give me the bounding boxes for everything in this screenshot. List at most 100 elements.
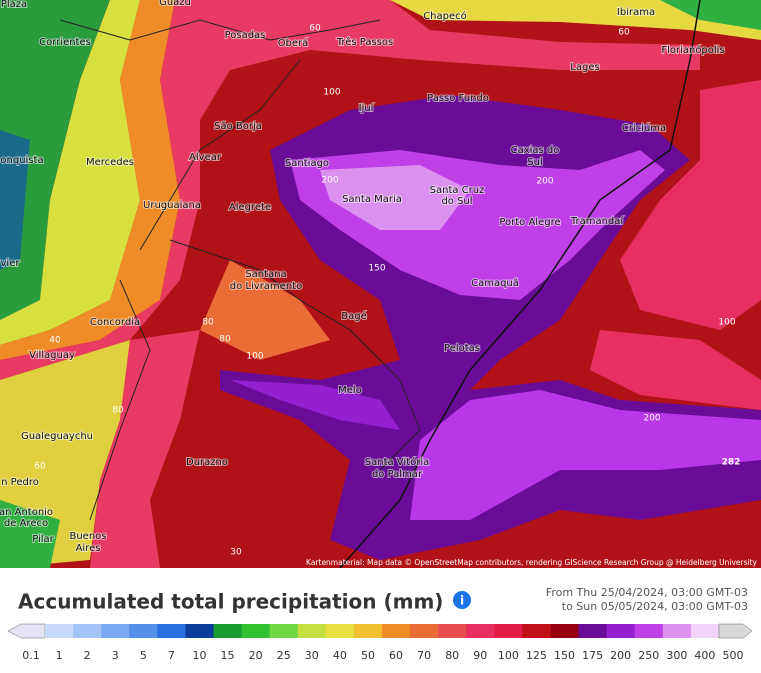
- colorbar-label: 250: [638, 649, 659, 662]
- city-label: Aires: [76, 543, 101, 554]
- contour-label: 80: [219, 335, 231, 345]
- colorbar-segment: [185, 624, 215, 638]
- colorbar-label: 400: [694, 649, 715, 662]
- contour-label: 40: [49, 336, 61, 346]
- legend-panel: [0, 568, 761, 669]
- contour-label: 80: [112, 406, 124, 416]
- colorbar-segment: [606, 624, 636, 638]
- city-label: onquista: [0, 155, 43, 166]
- city-label: Santa Maria: [342, 194, 402, 205]
- city-label: Santa Vitória: [365, 456, 430, 468]
- colorbar-label: 15: [221, 649, 235, 662]
- contour-label: 150: [368, 264, 385, 274]
- city-label: Santiago: [285, 158, 329, 169]
- contour-label: 80: [202, 318, 214, 328]
- city-label: Santana: [245, 269, 286, 280]
- contour-label: 100: [718, 318, 735, 328]
- colorbar-segment: [662, 624, 692, 638]
- colorbar-segment: [634, 624, 664, 638]
- colorbar-label: 500: [723, 649, 744, 662]
- city-label: do Sul: [441, 196, 472, 207]
- contour-label: 100: [323, 88, 340, 98]
- colorbar-label: 1: [56, 649, 63, 662]
- city-label: Tramandaí: [570, 215, 625, 227]
- contour-label: 60: [618, 28, 630, 38]
- contour-label: 100: [246, 352, 263, 362]
- attribution: Kartenmaterial: Map data © OpenStreetMap…: [306, 558, 758, 567]
- city-label: Uruguaiana: [143, 200, 201, 211]
- colorbar-label: 40: [333, 649, 347, 662]
- contour-label: 200: [536, 177, 553, 187]
- colorbar-label: 0.1: [22, 649, 40, 662]
- colorbar-segment: [241, 624, 271, 638]
- colorbar-label: 2: [84, 649, 91, 662]
- colorbar-segment: [410, 624, 439, 638]
- colorbar-label: 150: [554, 649, 575, 662]
- colorbar-segment: [438, 624, 467, 638]
- city-label: Posadas: [225, 30, 266, 41]
- colorbar-segment: [494, 624, 523, 638]
- colorbar-label: 300: [666, 649, 687, 662]
- colorbar-label: 5: [140, 649, 147, 662]
- city-label: Porto Alegre: [499, 217, 560, 228]
- colorbar-segment: [690, 624, 720, 638]
- colorbar-segment: [129, 624, 158, 638]
- colorbar-segment: [45, 624, 74, 638]
- colorbar-arrow: [718, 623, 753, 639]
- contour-label: 200: [321, 176, 338, 186]
- contour-label: 282: [722, 458, 741, 468]
- city-label: Durazno: [186, 457, 228, 468]
- legend-title: Accumulated total precipitation (mm): [18, 590, 443, 614]
- city-label: Caxias do: [511, 145, 560, 156]
- contour-label: 60: [309, 24, 321, 34]
- city-label: Camaquã: [471, 278, 519, 289]
- city-label: vier: [1, 258, 21, 269]
- period-end: to Sun 05/05/2024, 03:00 GMT-03: [562, 600, 748, 613]
- city-label: Lages: [570, 62, 599, 73]
- colorbar-label: 175: [582, 649, 603, 662]
- info-icon[interactable]: [453, 591, 471, 609]
- city-label: Três Passos: [336, 36, 394, 48]
- colorbar-segment: [157, 624, 186, 638]
- colorbar-label: 125: [526, 649, 547, 662]
- colorbar-label: 50: [361, 649, 375, 662]
- info-icon-glyph: i: [460, 594, 464, 608]
- city-label: Chapecó: [423, 10, 467, 22]
- city-label: Buenos: [69, 531, 106, 542]
- colorbar-segment: [466, 624, 495, 638]
- colorbar-segment: [522, 624, 551, 638]
- colorbar-label: 200: [610, 649, 631, 662]
- map-layer: [0, 0, 761, 569]
- city-label: an Antonio: [0, 507, 53, 518]
- city-label: Corrientes: [39, 37, 91, 48]
- colorbar-segment: [101, 624, 130, 638]
- colorbar-label: 60: [389, 649, 403, 662]
- colorbar-label: 3: [112, 649, 119, 662]
- colorbar-label: 20: [249, 649, 263, 662]
- city-label: Ijuí: [359, 102, 375, 114]
- city-label: São Borja: [214, 121, 262, 132]
- city-label: n Pedro: [1, 477, 39, 488]
- colorbar-label: 90: [473, 649, 487, 662]
- colorbar-segment: [382, 624, 411, 638]
- colorbar-label: 7: [168, 649, 175, 662]
- city-label: Passo Fundo: [427, 93, 489, 104]
- city-label: Gualeguaychu: [21, 431, 93, 442]
- colorbar-label: 25: [277, 649, 291, 662]
- city-label: Melo: [338, 385, 362, 396]
- colorbar: 0.1 1 2 3 5 7 10 15 20 25 30 40 50 60 70 80 90 100 125 150 1…: [7, 623, 753, 662]
- city-label: Plaza: [1, 0, 27, 10]
- colorbar-segment: [269, 624, 299, 638]
- city-label: Villaguay: [29, 350, 75, 361]
- colorbar-label: 10: [192, 649, 206, 662]
- colorbar-segment: [578, 624, 608, 638]
- city-label: Bagé: [341, 310, 367, 322]
- city-label: do Palmar: [372, 469, 423, 480]
- contour-label: 200: [643, 414, 660, 424]
- city-label: Santa Cruz: [430, 185, 485, 196]
- city-label: Concordia: [90, 317, 140, 328]
- city-label: Alegrete: [229, 202, 271, 213]
- city-label: de Areco: [4, 518, 48, 529]
